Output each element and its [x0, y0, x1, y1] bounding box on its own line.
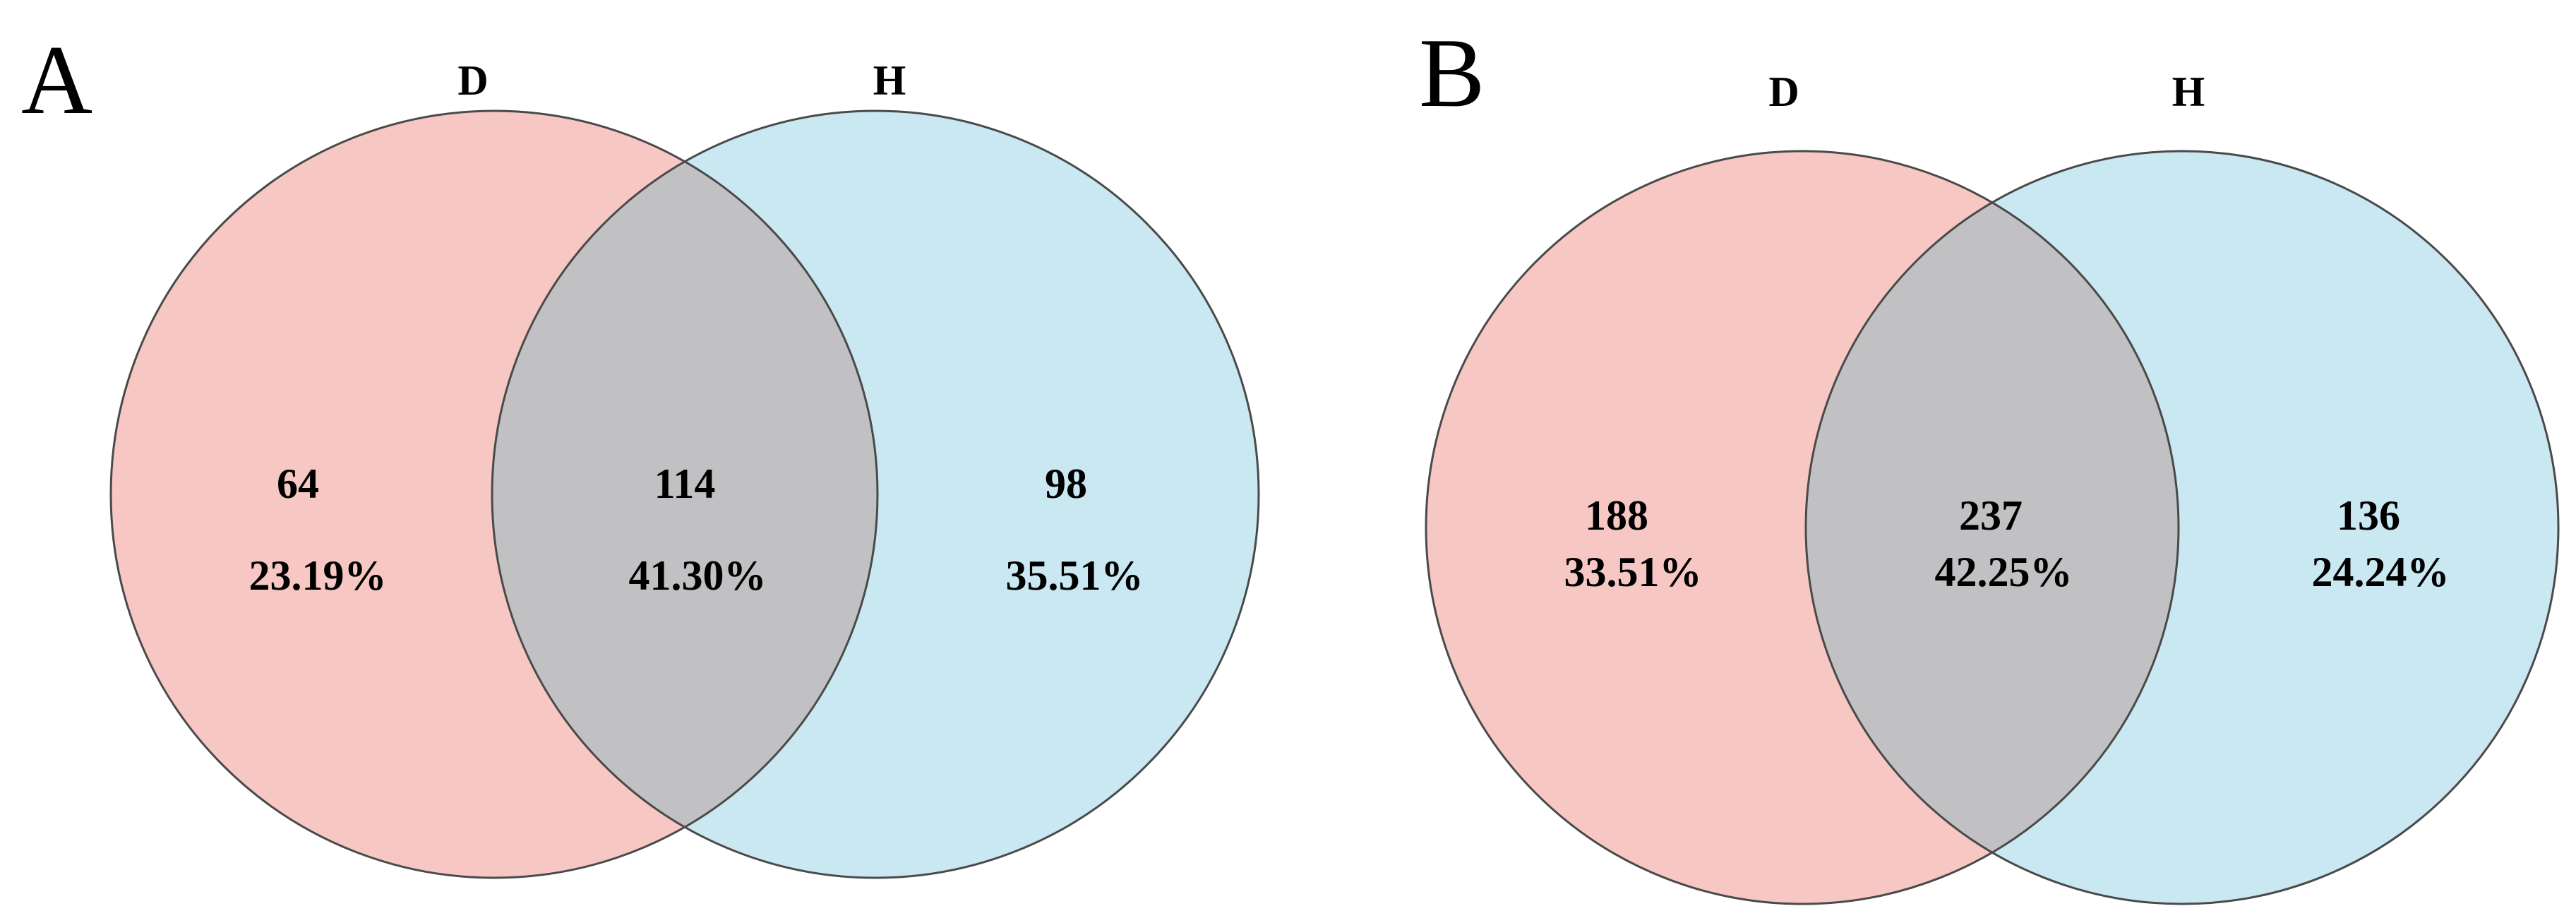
panel-a-label-d: D: [457, 57, 488, 104]
panel-a-both-count: 114: [654, 460, 716, 507]
panel-a-circle-d-outline: [109, 109, 879, 879]
panel-a-h-only-percent: 35.51%: [1006, 552, 1144, 599]
panel-a-both-percent: 41.30%: [629, 552, 767, 599]
panel-b-overlap: [1806, 151, 2179, 904]
panel-b-both-percent: 42.25%: [1935, 549, 2073, 595]
panel-b-h-only-count: 136: [2337, 492, 2400, 539]
panel-a-d-only-count: 64: [277, 460, 319, 507]
panel-b-d-only-percent: 33.51%: [1564, 549, 1702, 595]
panel-a-overlap: [492, 111, 877, 878]
panel-b-h-only-percent: 24.24%: [2312, 549, 2450, 595]
panel-a-d-only-percent: 23.19%: [249, 552, 387, 599]
panel-b-label-h: H: [2172, 69, 2205, 115]
panel-a-label-h: H: [873, 57, 906, 104]
panel-a-circle-h-outline: [491, 109, 1260, 879]
panel-b-circle-h-outline: [1804, 150, 2560, 905]
panel-b-label-d: D: [1768, 69, 1799, 115]
panel-b-both-count: 237: [1959, 492, 2023, 539]
panel-a: A D H 64 23.19% 114 41.30% 98 35.51%: [21, 25, 1260, 879]
panel-b: B D H 188 33.51% 237 42.25% 136 24.24%: [1419, 18, 2560, 905]
panel-b-d-only-count: 188: [1585, 492, 1648, 539]
panel-a-h-only-count: 98: [1045, 460, 1087, 507]
panel-b-letter: B: [1419, 18, 1485, 128]
panel-b-circle-d-outline: [1425, 150, 2180, 905]
panel-a-letter: A: [21, 25, 92, 135]
